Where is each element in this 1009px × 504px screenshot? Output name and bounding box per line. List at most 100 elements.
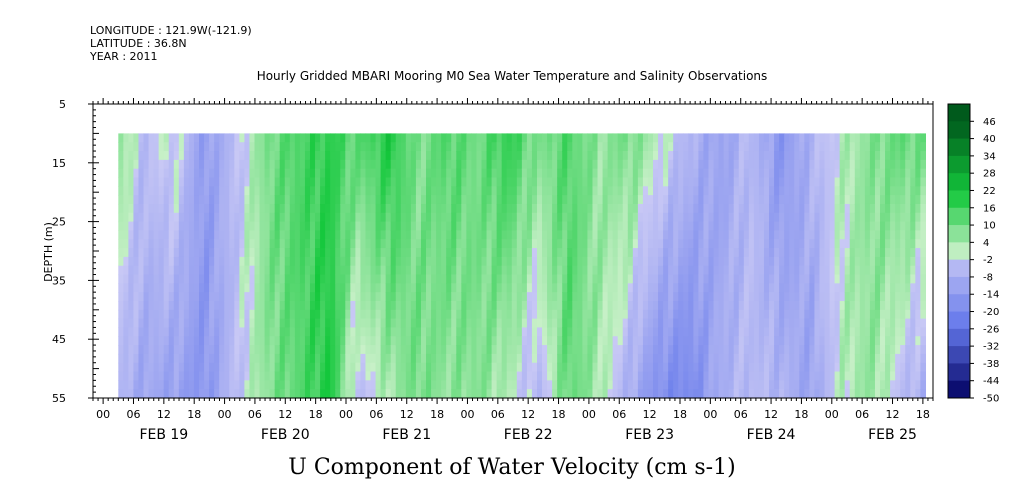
heatmap-cell	[627, 274, 634, 284]
heatmap-cell	[668, 168, 674, 179]
heatmap-cell	[506, 265, 513, 276]
heatmap-cell	[849, 142, 856, 152]
heatmap-cell	[133, 195, 140, 205]
heatmap-cell	[380, 239, 387, 249]
heatmap-cell	[209, 212, 215, 223]
heatmap-cell	[849, 309, 856, 320]
heatmap-cell	[880, 195, 886, 205]
heatmap-cell	[617, 292, 624, 302]
heatmap-cell	[491, 336, 498, 346]
heatmap-cell	[496, 256, 503, 267]
heatmap-cell	[405, 168, 412, 179]
heatmap-cell	[193, 203, 200, 214]
heatmap-cell	[284, 362, 291, 373]
heatmap-cell	[627, 186, 634, 196]
heatmap-cell	[264, 151, 271, 161]
heatmap-cell	[834, 256, 841, 267]
heatmap-cell	[738, 309, 745, 320]
heatmap-cell	[597, 248, 604, 258]
heatmap-cell	[446, 380, 452, 390]
heatmap-cell	[814, 353, 821, 364]
heatmap-cell	[869, 362, 876, 373]
heatmap-cell	[315, 371, 321, 381]
heatmap-cell	[284, 168, 291, 179]
heatmap-cell	[365, 371, 372, 381]
heatmap-cell	[284, 177, 291, 187]
heatmap-cell	[173, 186, 180, 196]
heatmap-cell	[728, 274, 735, 284]
heatmap-cell	[577, 151, 583, 161]
heatmap-cell	[284, 203, 291, 214]
heatmap-cell	[859, 248, 866, 258]
heatmap-cell	[859, 239, 866, 249]
heatmap-cell	[456, 353, 462, 364]
heatmap-cell	[385, 248, 392, 258]
heatmap-cell	[632, 168, 639, 179]
heatmap-cell	[420, 239, 427, 249]
heatmap-cell	[743, 159, 750, 170]
heatmap-cell	[718, 151, 725, 161]
heatmap-cell	[214, 327, 220, 337]
heatmap-cell	[647, 239, 654, 249]
heatmap-cell	[612, 345, 619, 355]
heatmap-cell	[895, 380, 901, 390]
heatmap-cell	[320, 195, 326, 205]
heatmap-cell	[199, 203, 205, 214]
heatmap-cell	[264, 256, 271, 267]
heatmap-cell	[340, 230, 346, 240]
heatmap-cell	[199, 212, 205, 223]
heatmap-cell	[617, 177, 624, 187]
heatmap-cell	[284, 336, 291, 346]
heatmap-cell	[647, 353, 654, 364]
heatmap-cell	[683, 336, 689, 346]
heatmap-cell	[471, 230, 478, 240]
heatmap-cell	[405, 292, 412, 302]
heatmap-cell	[864, 203, 871, 214]
heatmap-cell	[547, 133, 553, 143]
heatmap-cell	[496, 177, 503, 187]
heatmap-cell	[375, 292, 382, 302]
heatmap-cell	[335, 256, 341, 267]
heatmap-cell	[279, 212, 286, 223]
heatmap-cell	[567, 345, 573, 355]
heatmap-cell	[284, 345, 291, 355]
heatmap-cell	[663, 362, 669, 373]
heatmap-cell	[451, 265, 457, 276]
heatmap-cell	[350, 336, 356, 346]
heatmap-cell	[289, 265, 296, 276]
heatmap-cell	[269, 389, 276, 399]
heatmap-cell	[209, 265, 215, 276]
heatmap-cell	[178, 142, 185, 152]
heatmap-cell	[637, 274, 644, 284]
heatmap-cell	[244, 283, 251, 293]
heatmap-cell	[370, 265, 377, 276]
heatmap-cell	[642, 371, 649, 381]
heatmap-cell	[521, 336, 528, 346]
heatmap-cell	[229, 212, 235, 223]
heatmap-cell	[284, 195, 291, 205]
heatmap-cell	[436, 283, 442, 293]
heatmap-cell	[335, 265, 341, 276]
heatmap-cell	[733, 168, 740, 179]
heatmap-cell	[688, 300, 694, 311]
heatmap-cell	[804, 142, 810, 152]
heatmap-cell	[400, 239, 407, 249]
heatmap-cell	[597, 345, 604, 355]
heatmap-cell	[910, 186, 916, 196]
heatmap-cell	[799, 195, 805, 205]
heatmap-cell	[653, 353, 659, 364]
heatmap-cell	[254, 336, 261, 346]
heatmap-cell	[799, 203, 805, 214]
heatmap-cell	[234, 309, 240, 320]
heatmap-cell	[789, 256, 795, 267]
heatmap-cell	[733, 300, 740, 311]
heatmap-cell	[426, 345, 432, 355]
heatmap-cell	[148, 265, 155, 276]
heatmap-cell	[859, 133, 866, 143]
heatmap-cell	[395, 327, 402, 337]
heatmap-cell	[320, 186, 326, 196]
heatmap-cell	[869, 353, 876, 364]
heatmap-cell	[415, 265, 422, 276]
heatmap-cell	[597, 230, 604, 240]
heatmap-cell	[309, 327, 316, 337]
